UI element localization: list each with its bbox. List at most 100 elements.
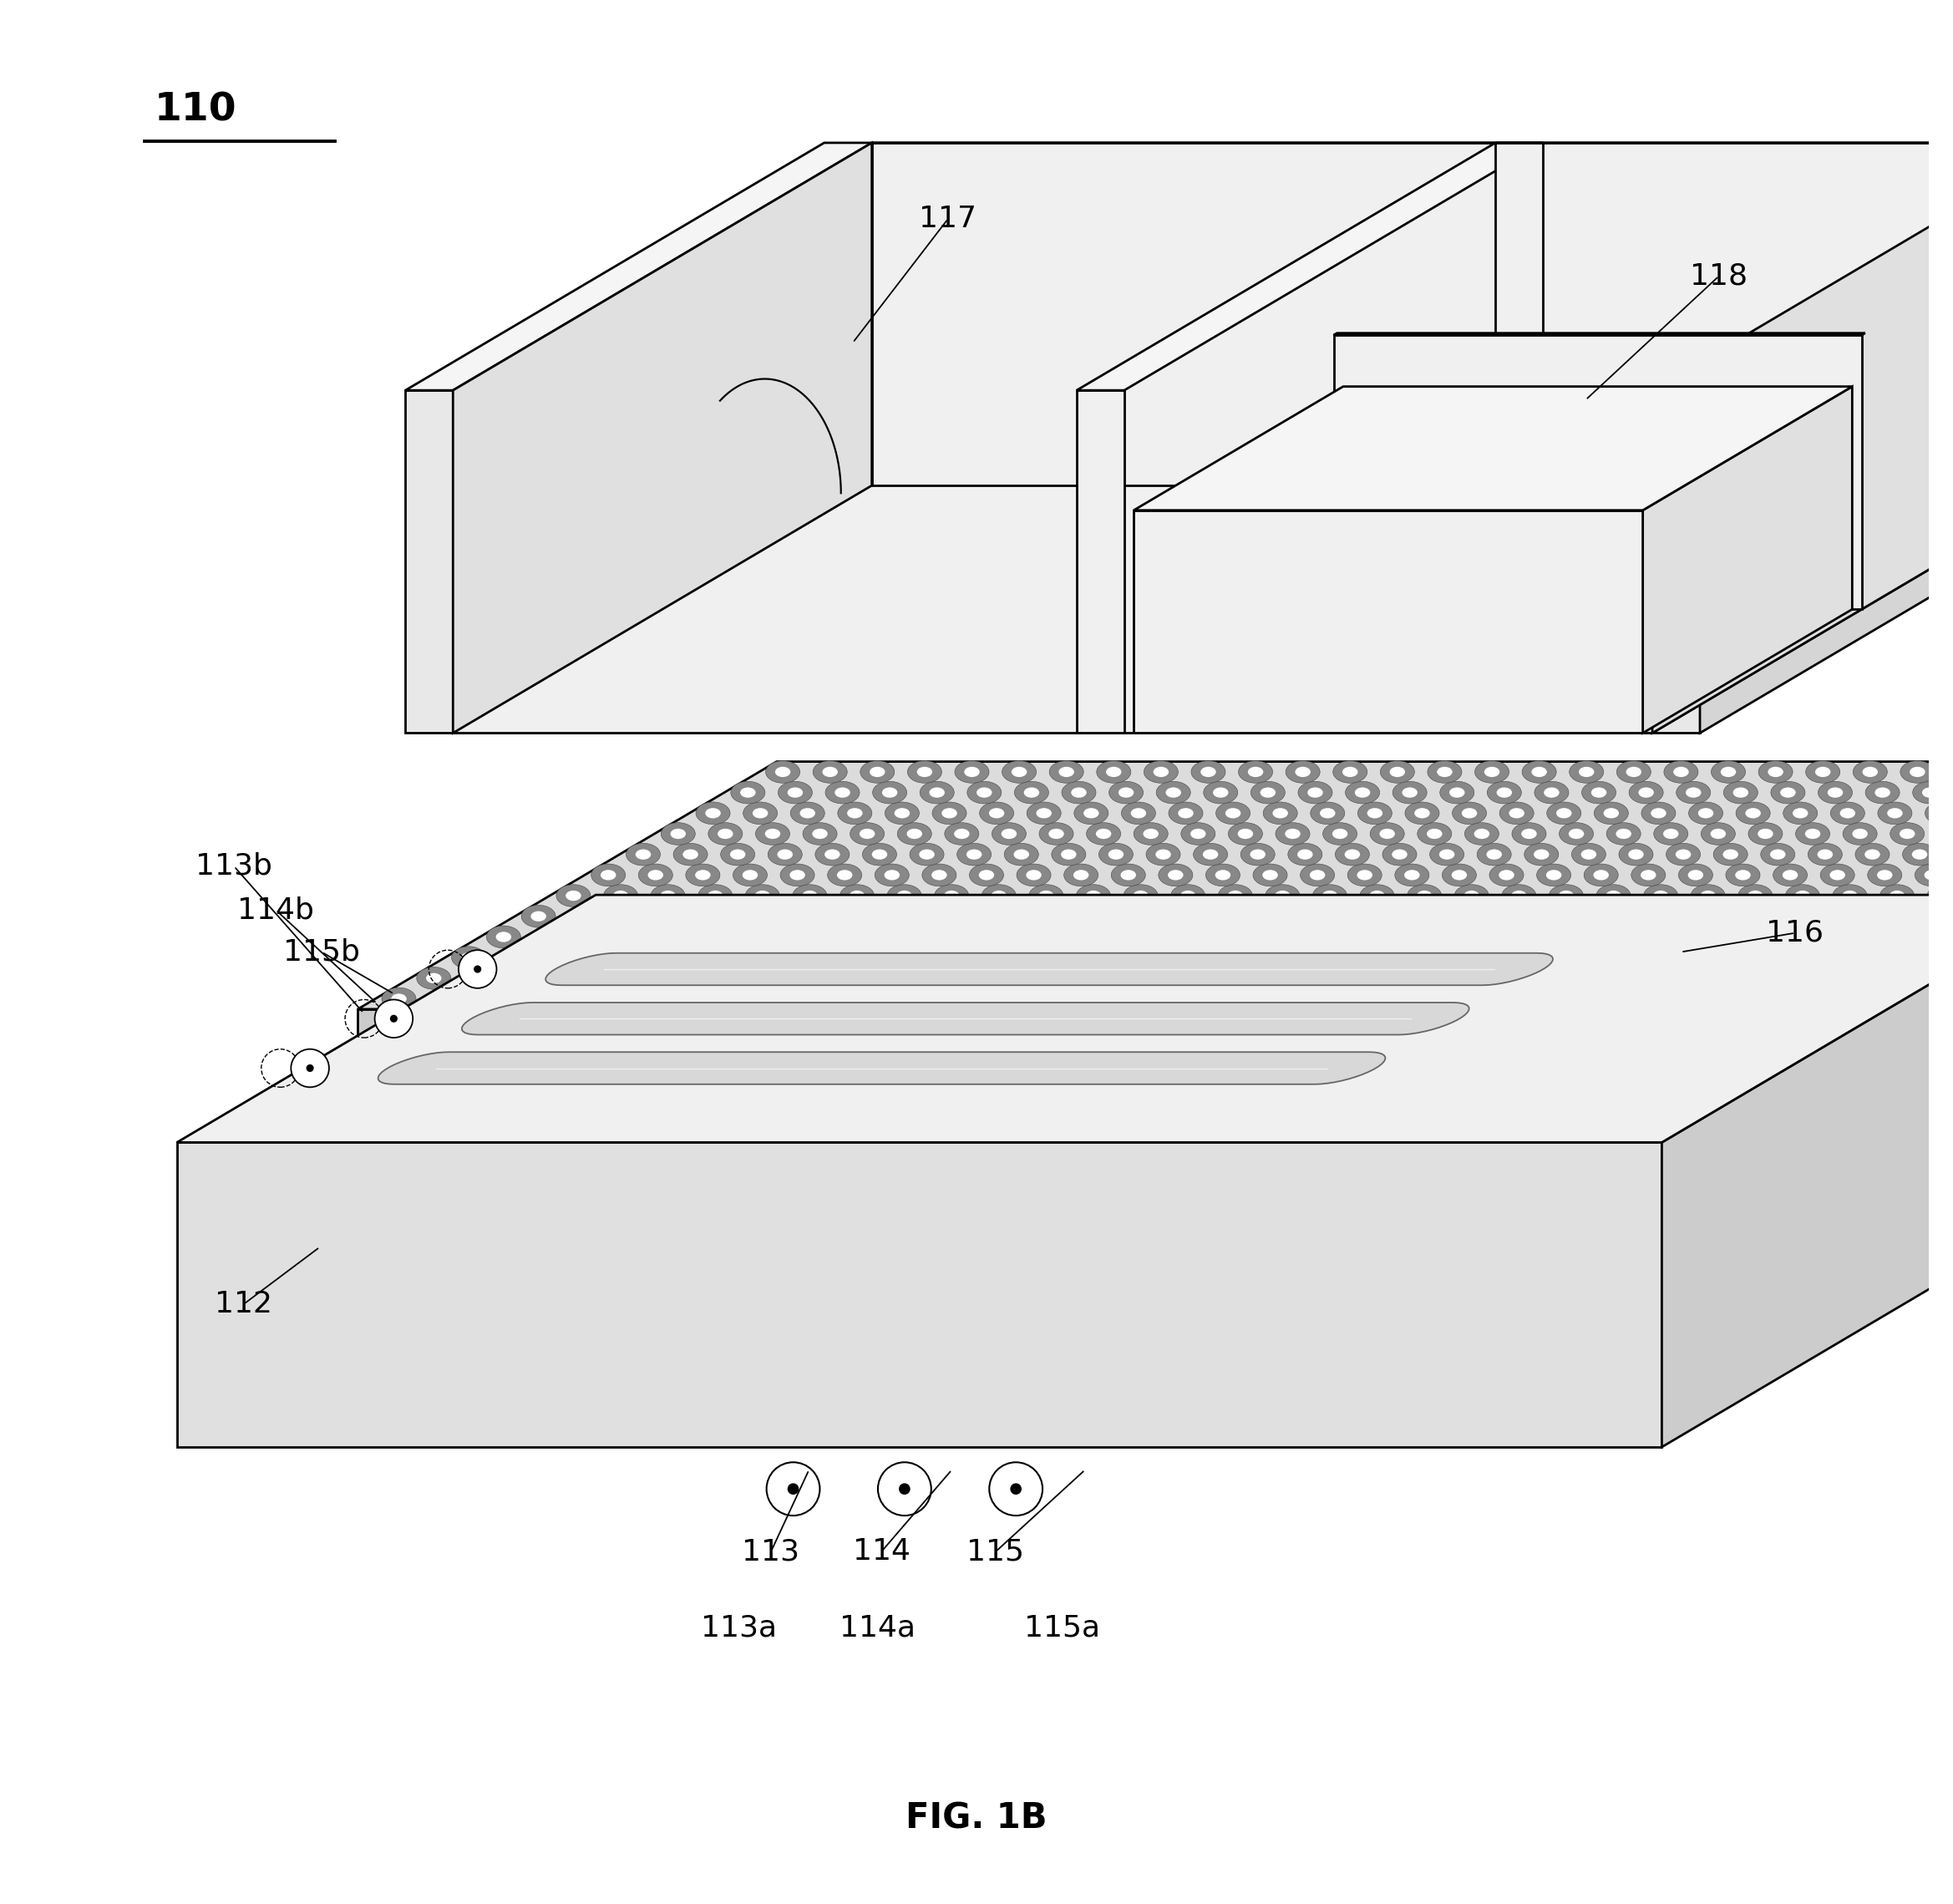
Ellipse shape — [1291, 925, 1324, 948]
Ellipse shape — [1228, 823, 1262, 845]
Ellipse shape — [1439, 781, 1475, 803]
Ellipse shape — [723, 994, 738, 1003]
Ellipse shape — [1510, 807, 1525, 819]
Ellipse shape — [635, 849, 650, 859]
Polygon shape — [1334, 333, 1865, 335]
Ellipse shape — [1408, 885, 1441, 906]
Ellipse shape — [1277, 973, 1293, 982]
Ellipse shape — [1025, 870, 1041, 880]
Ellipse shape — [1287, 843, 1322, 866]
Ellipse shape — [1256, 946, 1289, 969]
Ellipse shape — [1867, 931, 1883, 942]
Ellipse shape — [908, 912, 924, 922]
Ellipse shape — [1430, 843, 1465, 866]
Ellipse shape — [1135, 973, 1150, 982]
Ellipse shape — [1016, 931, 1031, 942]
Ellipse shape — [1156, 849, 1172, 859]
Ellipse shape — [1074, 802, 1109, 824]
Ellipse shape — [1496, 788, 1512, 798]
Ellipse shape — [1476, 843, 1512, 866]
Ellipse shape — [1842, 891, 1857, 901]
Ellipse shape — [605, 967, 641, 990]
Ellipse shape — [1209, 946, 1242, 969]
Ellipse shape — [1664, 828, 1678, 840]
Ellipse shape — [1023, 788, 1039, 798]
Ellipse shape — [1355, 788, 1371, 798]
Ellipse shape — [1504, 967, 1539, 990]
Ellipse shape — [777, 849, 793, 859]
Ellipse shape — [1822, 946, 1857, 969]
Ellipse shape — [1676, 781, 1711, 803]
Text: 113: 113 — [742, 1538, 799, 1565]
Ellipse shape — [1912, 781, 1947, 803]
Ellipse shape — [744, 802, 777, 824]
Ellipse shape — [1900, 828, 1916, 840]
Ellipse shape — [791, 952, 807, 963]
Ellipse shape — [1248, 767, 1264, 777]
Ellipse shape — [1242, 925, 1277, 948]
Ellipse shape — [496, 931, 512, 942]
Ellipse shape — [1084, 807, 1100, 819]
Ellipse shape — [1195, 994, 1211, 1003]
Ellipse shape — [1691, 885, 1724, 906]
Ellipse shape — [861, 912, 877, 922]
Ellipse shape — [1101, 925, 1135, 948]
Ellipse shape — [1006, 925, 1041, 948]
Ellipse shape — [916, 767, 932, 777]
Ellipse shape — [875, 864, 908, 885]
Ellipse shape — [486, 925, 521, 948]
Ellipse shape — [1478, 994, 1494, 1003]
Ellipse shape — [629, 925, 662, 948]
Ellipse shape — [1572, 994, 1588, 1003]
Ellipse shape — [1658, 988, 1693, 1009]
Ellipse shape — [590, 931, 605, 942]
Ellipse shape — [1029, 885, 1062, 906]
Ellipse shape — [1002, 762, 1037, 783]
Ellipse shape — [531, 912, 547, 922]
Ellipse shape — [1775, 946, 1810, 969]
Ellipse shape — [594, 946, 627, 969]
Circle shape — [1010, 1483, 1021, 1495]
Ellipse shape — [1359, 885, 1394, 906]
Ellipse shape — [1797, 973, 1812, 982]
Ellipse shape — [885, 870, 900, 880]
Ellipse shape — [1078, 967, 1113, 990]
Text: 116: 116 — [1766, 920, 1824, 946]
Ellipse shape — [1523, 843, 1558, 866]
Ellipse shape — [1652, 891, 1668, 901]
Ellipse shape — [1750, 904, 1785, 927]
Ellipse shape — [1525, 994, 1541, 1003]
Ellipse shape — [1096, 762, 1131, 783]
Ellipse shape — [1724, 931, 1740, 942]
Ellipse shape — [1029, 952, 1043, 963]
Ellipse shape — [957, 912, 973, 922]
Ellipse shape — [842, 967, 877, 990]
Ellipse shape — [1767, 767, 1783, 777]
Ellipse shape — [1062, 931, 1078, 942]
Ellipse shape — [992, 891, 1006, 901]
Ellipse shape — [945, 823, 978, 845]
Ellipse shape — [1371, 823, 1404, 845]
Polygon shape — [871, 143, 1953, 486]
Polygon shape — [357, 1009, 1775, 1038]
Ellipse shape — [1361, 967, 1396, 990]
Ellipse shape — [1629, 849, 1644, 859]
Ellipse shape — [1076, 885, 1111, 906]
Ellipse shape — [1432, 994, 1447, 1003]
Ellipse shape — [1203, 781, 1238, 803]
Ellipse shape — [1492, 946, 1525, 969]
Ellipse shape — [1191, 762, 1225, 783]
Ellipse shape — [684, 849, 697, 859]
Ellipse shape — [1605, 891, 1621, 901]
Ellipse shape — [1299, 931, 1314, 942]
Ellipse shape — [1619, 912, 1633, 922]
Ellipse shape — [1441, 864, 1476, 885]
Ellipse shape — [1139, 988, 1172, 1009]
Ellipse shape — [1193, 843, 1228, 866]
Ellipse shape — [1260, 788, 1275, 798]
Ellipse shape — [1818, 849, 1832, 859]
Ellipse shape — [1910, 767, 1926, 777]
Ellipse shape — [1682, 946, 1715, 969]
Ellipse shape — [1180, 891, 1195, 901]
Circle shape — [375, 1000, 412, 1038]
